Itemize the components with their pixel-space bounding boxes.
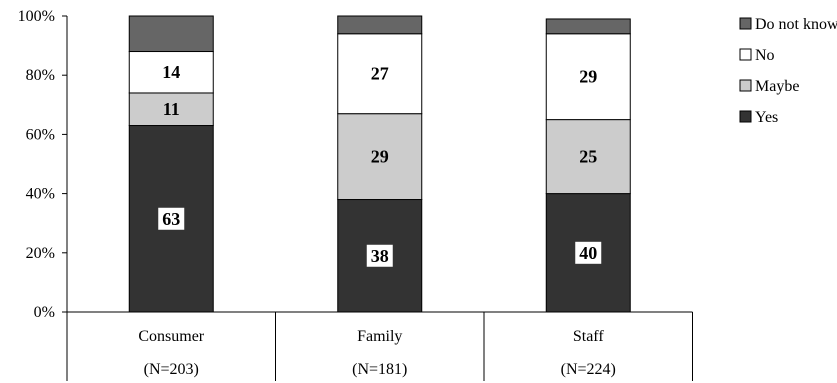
bar-segment-maybe-staff (545, 119, 631, 195)
y-tick-label: 60% (26, 126, 55, 143)
bar-segment-maybe-consumer (128, 92, 214, 127)
x-category-sublabel: (N=203) (144, 361, 199, 378)
chart-legend: Do not know No Maybe Yes (739, 16, 837, 126)
x-category-sublabel: (N=224) (561, 361, 616, 378)
x-category-sublabel: (N=181) (352, 361, 407, 378)
x-category-label: Staff (573, 328, 604, 345)
bar-segment-do-not-know-family (337, 15, 423, 35)
bar-segment-do-not-know-consumer (128, 15, 214, 53)
chart-axes: 0% 20% 40% 60% 80% 100% (18, 8, 68, 321)
y-tick-label: 40% (26, 186, 55, 203)
data-label-box (366, 244, 393, 267)
bar-segment-maybe-family (337, 113, 423, 201)
legend-swatch-yes (739, 110, 752, 123)
data-label-yes-family: 38 (371, 246, 389, 266)
chart-bars (128, 15, 631, 313)
bar-segment-no-consumer (128, 51, 214, 94)
data-label-no-consumer: 14 (162, 62, 180, 82)
legend-label-do-not-know: Do not know (755, 16, 837, 33)
data-label-yes-staff: 40 (579, 243, 597, 263)
y-tick-label: 20% (26, 245, 55, 262)
legend-swatch-maybe (739, 79, 752, 92)
data-label-no-family: 27 (371, 64, 389, 84)
x-category-label: Consumer (138, 328, 204, 345)
data-label-maybe-family: 29 (371, 147, 389, 167)
bar-segment-no-family (337, 33, 423, 115)
chart-data-labels: 63 11 14 38 29 27 40 25 29 (158, 62, 602, 267)
legend-label-maybe: Maybe (755, 78, 799, 95)
legend-swatch-no (739, 48, 752, 61)
x-category-label: Family (357, 328, 402, 345)
y-tick-label: 80% (26, 67, 55, 84)
y-tick-label: 100% (18, 8, 55, 25)
data-label-maybe-staff: 25 (579, 147, 597, 167)
y-tick-label: 0% (34, 304, 55, 321)
data-label-yes-consumer: 63 (162, 209, 180, 229)
data-label-no-staff: 29 (579, 67, 597, 87)
legend-swatch-do-not-know (739, 17, 752, 30)
legend-label-no: No (755, 47, 775, 64)
bar-segment-no-staff (545, 33, 631, 121)
data-label-box (575, 241, 602, 264)
bar-segment-do-not-know-staff (545, 18, 631, 35)
legend-label-yes: Yes (755, 109, 778, 126)
data-label-box (158, 207, 185, 230)
data-label-maybe-consumer: 11 (163, 99, 180, 119)
x-axis: Consumer (N=203) Family (N=181) Staff (N=224) (66, 311, 693, 381)
